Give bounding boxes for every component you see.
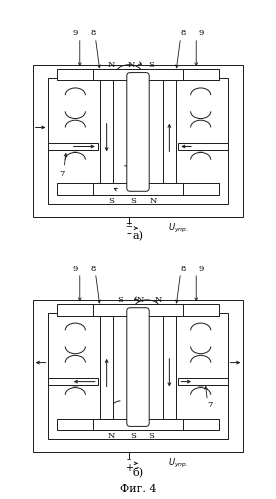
Bar [93,184,183,195]
Text: N: N [128,61,135,69]
Bar [176,304,219,315]
Text: а): а) [132,232,144,242]
Text: –: – [127,456,131,465]
Text: –: – [127,228,131,238]
Text: S: S [117,296,123,304]
Bar [176,69,219,80]
Text: 8: 8 [91,264,96,272]
Bar [57,304,100,315]
Bar [57,419,100,430]
Text: 9: 9 [73,29,78,37]
Bar [48,378,98,385]
Text: 8: 8 [91,29,96,37]
Text: $U_{упр.}$: $U_{упр.}$ [168,457,189,470]
Text: N: N [155,296,162,304]
Bar [178,378,228,385]
Text: ±: ± [126,221,132,230]
Text: 8: 8 [180,264,185,272]
Text: S: S [148,61,154,69]
Bar [48,313,228,439]
Bar [33,65,243,217]
Text: S: S [108,197,114,206]
Bar [93,419,183,430]
Bar [163,80,176,184]
Bar [57,184,100,195]
Text: 9: 9 [198,264,203,272]
Bar [100,80,113,184]
Bar [93,304,183,315]
Text: S: S [131,433,136,441]
Text: 7: 7 [59,171,65,179]
Text: $U_{упр.}$: $U_{упр.}$ [168,222,189,235]
Bar [163,315,176,419]
Bar [100,315,113,419]
Text: +: + [125,463,133,473]
Text: б): б) [132,466,144,477]
Text: N: N [150,197,157,206]
Text: Фиг. 4: Фиг. 4 [120,484,156,494]
Text: N: N [107,433,115,441]
FancyBboxPatch shape [127,72,149,191]
Text: 9: 9 [73,264,78,272]
Text: 7: 7 [207,401,212,409]
Bar [178,143,228,150]
Bar [33,300,243,452]
Text: S: S [148,433,154,441]
Text: S: S [131,197,136,206]
Bar [93,69,183,80]
Bar [57,69,100,80]
Bar [48,143,98,150]
Bar [176,419,219,430]
Bar [176,184,219,195]
Text: N: N [107,61,115,69]
Text: 9: 9 [198,29,203,37]
Text: N: N [137,296,144,304]
Bar [48,78,228,204]
Text: 8: 8 [180,29,185,37]
FancyBboxPatch shape [127,308,149,427]
